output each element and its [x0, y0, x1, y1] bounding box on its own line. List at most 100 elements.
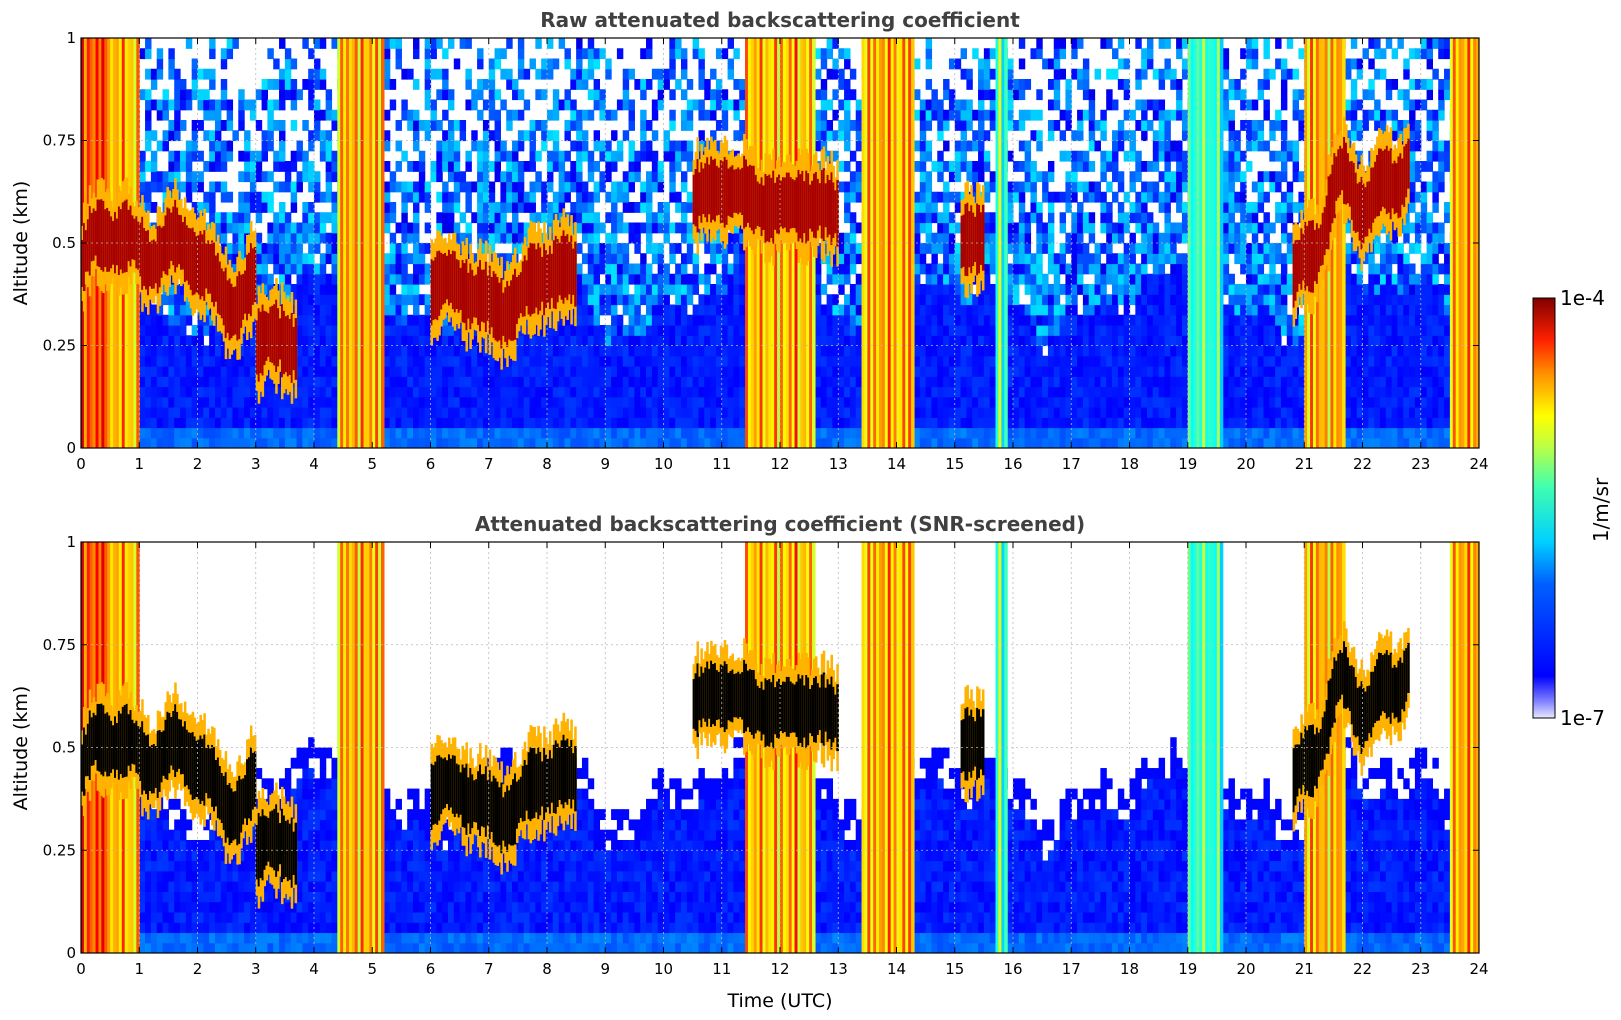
background-cell [1013, 314, 1020, 326]
background-cell [989, 417, 997, 429]
background-cell [529, 202, 536, 213]
background-cell [220, 120, 228, 131]
background-cell [226, 386, 234, 398]
background-cell [832, 437, 839, 448]
background-cell [226, 376, 234, 388]
background-cell [331, 120, 338, 131]
background-cell [442, 79, 449, 90]
background-cell [646, 376, 653, 388]
background-cell [325, 89, 333, 101]
background-cell [1024, 437, 1032, 448]
background-cell [576, 427, 583, 439]
background-cell [447, 120, 455, 131]
background-cell [471, 427, 478, 439]
background-cell [832, 335, 839, 347]
background-cell [1030, 366, 1037, 377]
background-cell [581, 191, 589, 203]
background-cell [232, 345, 239, 357]
background-cell [576, 48, 583, 60]
background-cell [931, 161, 938, 172]
background-cell [296, 294, 303, 306]
background-cell [989, 407, 997, 418]
background-cell [529, 396, 536, 408]
background-cell [616, 376, 624, 388]
background-cell [692, 253, 700, 265]
background-cell [319, 355, 327, 367]
background-cell [581, 325, 589, 336]
background-cell [500, 366, 507, 377]
background-cell [605, 171, 612, 183]
background-cell [739, 386, 746, 398]
background-cell [1007, 386, 1014, 398]
background-cell [401, 68, 408, 80]
background-cell [931, 99, 938, 111]
background-cell [675, 355, 682, 367]
background-cell [832, 345, 839, 357]
background-cell [558, 417, 566, 429]
background-cell [820, 89, 828, 101]
background-cell [826, 263, 834, 275]
background-cell [913, 386, 921, 398]
background-cell [727, 314, 734, 326]
background-cell [517, 171, 525, 183]
background-cell [401, 335, 408, 347]
background-cell [535, 181, 542, 193]
background-cell [447, 99, 455, 111]
background-cell [826, 437, 834, 448]
background-cell [844, 120, 851, 131]
background-cell [220, 150, 228, 162]
background-cell [721, 396, 729, 408]
background-cell [925, 140, 933, 152]
background-cell [477, 407, 484, 418]
background-cell [669, 161, 676, 172]
background-cell [220, 407, 228, 418]
background-cell [156, 99, 164, 111]
background-cell [599, 376, 606, 388]
background-cell [680, 89, 688, 101]
background-cell [937, 161, 944, 172]
background-cell [395, 222, 402, 234]
background-cell [611, 417, 618, 429]
background-cell [599, 109, 606, 121]
background-cell [634, 396, 641, 408]
background-cell [669, 345, 676, 357]
background-cell [331, 335, 338, 347]
background-cell [488, 161, 496, 172]
background-cell [669, 284, 676, 295]
background-cell [168, 437, 175, 448]
background-cell [954, 99, 962, 111]
background-cell [581, 345, 589, 357]
background-cell [395, 386, 402, 398]
background-cell [477, 222, 484, 234]
background-cell [1024, 212, 1032, 224]
background-cell [290, 407, 298, 418]
background-cell [203, 396, 210, 408]
background-cell [651, 396, 659, 408]
background-cell [244, 222, 251, 234]
background-cell [424, 396, 432, 408]
background-cell [1036, 396, 1043, 408]
background-cell [1018, 417, 1026, 429]
background-cell [581, 150, 589, 162]
background-cell [663, 79, 670, 90]
background-cell [634, 386, 641, 398]
background-cell [1036, 407, 1043, 418]
background-cell [646, 294, 653, 306]
background-cell [739, 314, 746, 326]
background-cell [255, 253, 263, 265]
background-cell [913, 253, 921, 265]
background-cell [447, 130, 455, 142]
background-cell [646, 386, 653, 398]
background-cell [314, 243, 321, 254]
background-cell [244, 386, 251, 398]
background-cell [517, 366, 525, 377]
background-cell [576, 284, 583, 295]
background-cell [710, 232, 717, 244]
background-cell [191, 366, 199, 377]
background-cell [413, 130, 420, 142]
background-cell [564, 181, 571, 193]
background-cell [838, 99, 845, 111]
background-cell [954, 263, 962, 275]
background-cell [704, 109, 711, 121]
background-cell [634, 222, 641, 234]
